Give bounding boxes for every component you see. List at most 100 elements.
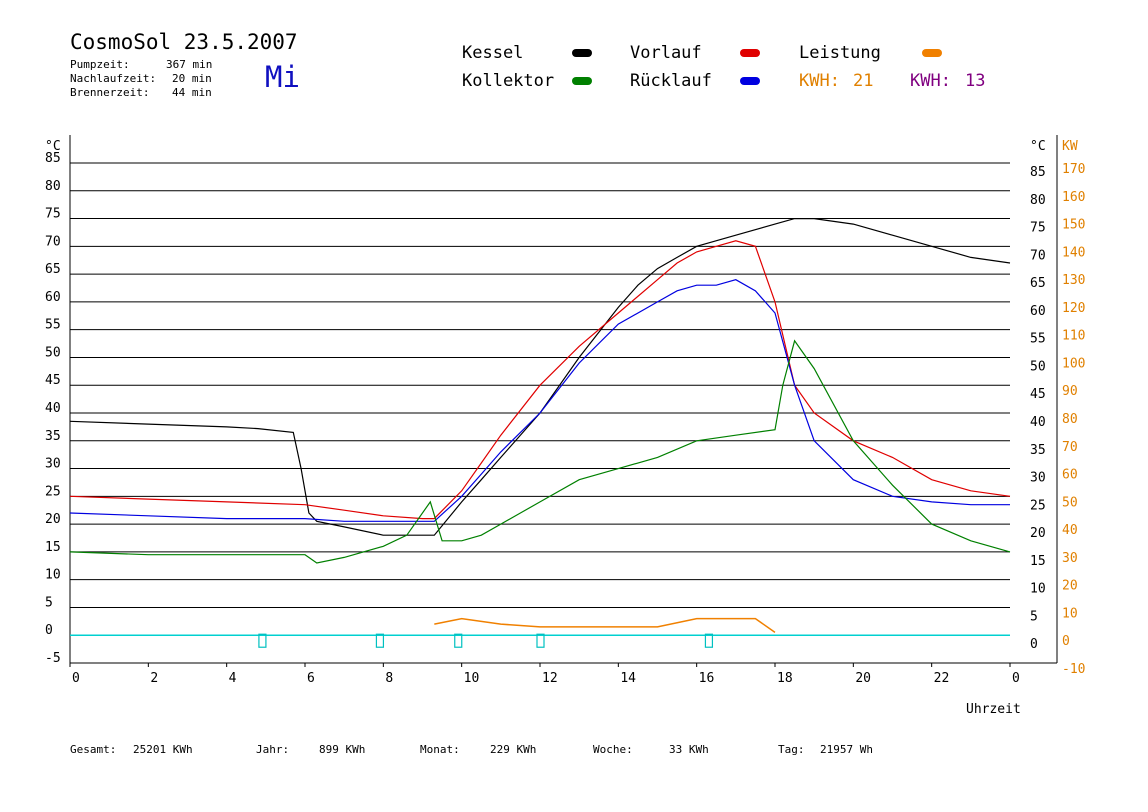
x-tick: 0: [72, 671, 80, 686]
stat-value-brennerzeit: 44 min: [172, 86, 212, 99]
x-tick: 4: [229, 671, 237, 686]
y-tick-right-power: 10: [1062, 606, 1078, 621]
y-tick-left: 65: [45, 262, 61, 277]
y-axis-label-left: °C: [45, 139, 61, 154]
legend-ruecklauf-label: Rücklauf: [630, 71, 712, 91]
y-tick-right-power: 140: [1062, 245, 1085, 260]
footer-monat-value: 229 KWh: [490, 743, 537, 756]
legend-leistung-label: Leistung: [799, 43, 881, 63]
footer-jahr-value: 899 KWh: [319, 743, 366, 756]
y-tick-left: 60: [45, 290, 61, 305]
y-tick-right-temp: 65: [1030, 276, 1046, 291]
y-tick-right-power: 120: [1062, 301, 1085, 316]
y-tick-right-temp: 60: [1030, 304, 1046, 319]
stat-label-brennerzeit: Brennerzeit:: [70, 86, 150, 99]
legend-leistung-swatch: [922, 49, 942, 57]
x-tick: 0: [1012, 671, 1020, 686]
x-tick: 18: [777, 671, 793, 686]
x-tick: 2: [150, 671, 158, 686]
y-tick-right-power: 80: [1062, 412, 1078, 427]
y-tick-left: 75: [45, 207, 61, 222]
series-line-leistung: [434, 617, 776, 634]
y-tick-right-temp: 10: [1030, 582, 1046, 597]
stat-label-pumpzeit: Pumpzeit:: [70, 58, 130, 71]
footer-woche-label: Woche:: [593, 743, 633, 756]
stat-value-pumpzeit: 367 min: [166, 58, 213, 71]
legend-vorlauf-swatch: [740, 49, 760, 57]
y-tick-left: 70: [45, 234, 61, 249]
y-tick-right-temp: 15: [1030, 554, 1046, 569]
pump-marker: [375, 633, 385, 648]
y-tick-right-power: 110: [1062, 329, 1085, 344]
y-tick-right-power: 70: [1062, 440, 1078, 455]
pump-marker: [258, 633, 267, 648]
legend-kollektor-swatch: [572, 77, 592, 85]
legend-kollektor-label: Kollektor: [462, 71, 555, 91]
series-line-kessel: [69, 218, 1011, 536]
footer-gesamt-value: 25201 KWh: [133, 743, 193, 756]
legend-kessel-swatch: [572, 49, 592, 57]
footer-woche-value: 33 KWh: [669, 743, 709, 756]
y-tick-right-temp: 35: [1030, 443, 1046, 458]
x-tick: 16: [699, 671, 715, 686]
x-tick: 8: [385, 671, 393, 686]
footer-tag-label: Tag:: [778, 743, 805, 756]
y-tick-right-power: 150: [1062, 218, 1085, 233]
y-tick-right-power: 170: [1062, 162, 1085, 177]
legend-ruecklauf-swatch: [740, 77, 760, 85]
y-tick-right-power: 160: [1062, 190, 1085, 205]
y-axis-label-right-temp: °C: [1030, 139, 1046, 154]
x-tick: 20: [855, 671, 871, 686]
y-tick-right-temp: 75: [1030, 221, 1046, 236]
pump-marker: [454, 633, 463, 648]
legend-kwh1-value: 21: [853, 71, 874, 91]
series-line-kollektor: [69, 339, 1011, 564]
y-tick-right-power: 100: [1062, 356, 1085, 371]
x-tick: 10: [464, 671, 480, 686]
weekday-label: Mi: [265, 60, 300, 94]
legend-kwh2-label: KWH:: [910, 71, 951, 91]
y-tick-right-power: 20: [1062, 579, 1078, 594]
y-tick-left: 30: [45, 457, 61, 472]
y-tick-right-temp: 85: [1030, 165, 1046, 180]
footer-gesamt-label: Gesamt:: [70, 743, 117, 756]
x-tick: 6: [307, 671, 315, 686]
y-tick-right-temp: 80: [1030, 193, 1046, 208]
x-tick: 14: [620, 671, 636, 686]
y-tick-left: 45: [45, 373, 61, 388]
y-tick-right-temp: 40: [1030, 415, 1046, 430]
series-line-vorlauf: [69, 240, 1011, 520]
legend-kwh2-value: 13: [965, 71, 986, 91]
y-tick-left: 35: [45, 429, 61, 444]
y-tick-right-power: 60: [1062, 468, 1078, 483]
footer-tag-value: 21957 Wh: [820, 743, 873, 756]
y-tick-left: 50: [45, 345, 61, 360]
y-tick-left: 10: [45, 568, 61, 583]
y-axis-label-right-power: KW: [1062, 139, 1078, 154]
y-tick-right-temp: 70: [1030, 248, 1046, 263]
y-tick-right-power: 30: [1062, 551, 1078, 566]
y-tick-left: 0: [45, 623, 53, 638]
y-tick-left: 80: [45, 179, 61, 194]
y-tick-right-temp: 5: [1030, 609, 1038, 624]
y-tick-right-power: 0: [1062, 634, 1070, 649]
y-tick-right-temp: 20: [1030, 526, 1046, 541]
pump-marker: [536, 633, 545, 648]
y-tick-right-temp: 30: [1030, 471, 1046, 486]
y-tick-right-power: 40: [1062, 523, 1078, 538]
pump-marker: [704, 633, 714, 648]
footer-jahr-label: Jahr:: [256, 743, 290, 756]
x-axis-label: Uhrzeit: [966, 702, 1021, 717]
y-tick-left: -5: [45, 651, 61, 666]
y-tick-left: 55: [45, 318, 61, 333]
chart-title: CosmoSol 23.5.2007: [70, 30, 298, 54]
y-tick-left: 5: [45, 595, 53, 610]
footer-monat-label: Monat:: [420, 743, 460, 756]
x-tick: 22: [934, 671, 950, 686]
y-tick-right-temp: 50: [1030, 359, 1046, 374]
stat-label-nachlaufzeit: Nachlaufzeit:: [70, 72, 157, 85]
y-tick-right-power: 130: [1062, 273, 1085, 288]
legend-vorlauf-label: Vorlauf: [630, 43, 702, 63]
stat-value-nachlaufzeit: 20 min: [172, 72, 212, 85]
